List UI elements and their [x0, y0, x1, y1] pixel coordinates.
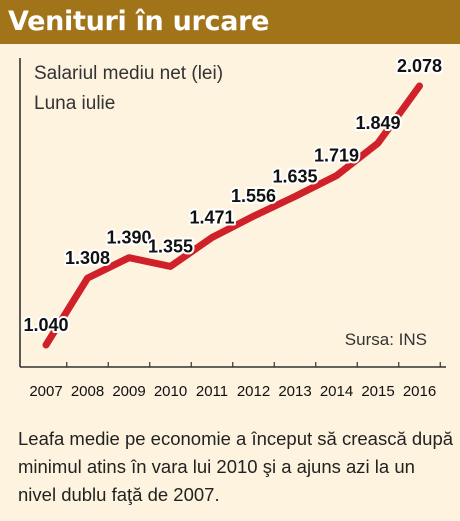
data-label: 1.355 [148, 236, 193, 256]
x-tick-label: 2014 [320, 383, 353, 400]
data-label: 1.719 [314, 146, 359, 166]
x-tick-label: 2013 [278, 383, 311, 400]
series-line [42, 82, 423, 349]
x-tick-label: 2009 [112, 383, 145, 400]
header-title: Venituri în urcare [8, 6, 270, 37]
x-tick-label: 2011 [196, 383, 228, 400]
x-tick-label: 2010 [154, 383, 187, 400]
chart-subtitle: Luna iulie [34, 93, 116, 114]
x-tick-label: 2007 [29, 383, 62, 400]
x-tick-label: 2015 [361, 383, 394, 400]
data-label: 1.471 [189, 207, 234, 227]
x-tick-label: 2012 [237, 383, 270, 400]
data-label: 1.308 [65, 248, 110, 268]
source-label: Sursa: INS [345, 330, 427, 349]
x-tick-label: 2016 [403, 383, 436, 400]
header-bar: Venituri în urcare [0, 0, 460, 44]
data-label: 1.635 [272, 167, 317, 187]
data-label: 1.849 [355, 113, 400, 133]
data-label: 1.390 [106, 228, 151, 248]
chart-title: Salariul mediu net (lei) [34, 63, 224, 84]
data-label: 1.556 [231, 186, 276, 206]
x-axis-labels: 2007 2008 2009 2010 2011 2012 2013 2014 2015 2016 [29, 383, 436, 400]
x-axis-ticks [66, 362, 441, 367]
chart-note: Leafa medie pe economie a început să cre… [18, 428, 454, 505]
data-label: 2.078 [397, 56, 442, 76]
data-label: 1.040 [23, 315, 68, 335]
x-tick-label: 2008 [71, 383, 104, 400]
chart-panel [0, 44, 460, 521]
